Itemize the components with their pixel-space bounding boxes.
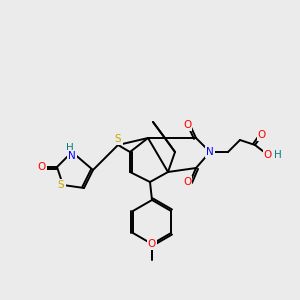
Text: N: N — [68, 151, 76, 161]
Text: H: H — [274, 150, 282, 160]
Text: O: O — [183, 120, 191, 130]
Text: O: O — [183, 177, 191, 187]
Text: N: N — [206, 147, 214, 157]
Text: H: H — [66, 143, 74, 153]
Text: O: O — [258, 130, 266, 140]
Text: O: O — [148, 239, 156, 249]
Text: S: S — [115, 134, 121, 144]
Text: O: O — [264, 150, 272, 160]
Text: S: S — [58, 180, 64, 190]
Text: O: O — [38, 162, 46, 172]
